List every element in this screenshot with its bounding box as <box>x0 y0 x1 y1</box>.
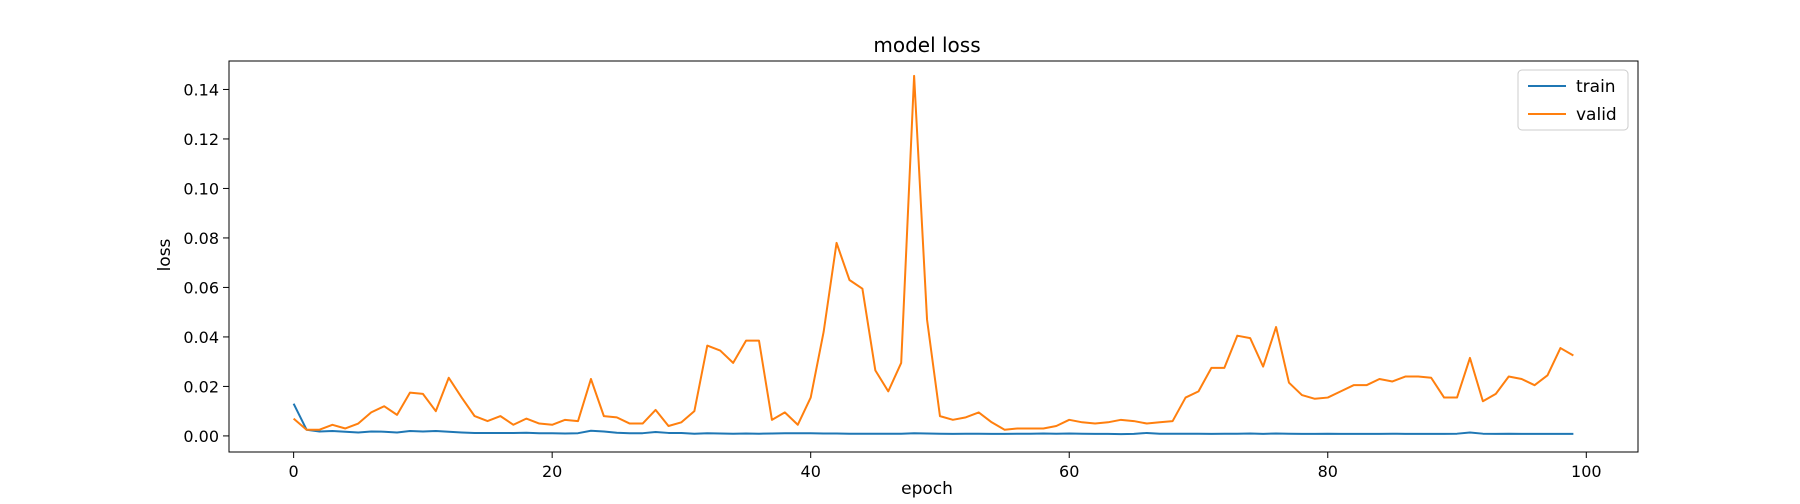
plot-area: 0 20 40 60 80 100 0.00 0.02 0.04 0.06 0.08 0.10 0.12… <box>183 60 1639 481</box>
x-tick-label: 40 <box>801 462 821 481</box>
y-tick-label: 0.10 <box>183 179 219 198</box>
legend-label-train: train <box>1576 77 1616 97</box>
y-tick-label: 0.00 <box>183 427 219 446</box>
chart-title: model loss <box>873 33 980 57</box>
y-tick-label: 0.02 <box>183 377 219 396</box>
series-line-valid <box>292 74 1574 431</box>
y-tick-label: 0.08 <box>183 229 219 248</box>
x-tick-label: 0 <box>289 462 299 481</box>
y-tick-label: 0.04 <box>183 328 219 347</box>
x-tick-label: 60 <box>1059 462 1079 481</box>
y-tick-label: 0.06 <box>183 278 219 297</box>
x-axis-label: epoch <box>901 479 953 499</box>
y-axis-label: loss <box>155 238 175 271</box>
legend-label-valid: valid <box>1576 105 1617 125</box>
plot-frame <box>228 60 1639 453</box>
y-tick-label: 0.12 <box>183 130 219 149</box>
x-tick-label: 100 <box>1571 462 1602 481</box>
y-tick-label: 0.14 <box>183 80 219 99</box>
x-tick-label: 80 <box>1318 462 1338 481</box>
x-tick-label: 20 <box>542 462 562 481</box>
series-line-train <box>292 403 1574 436</box>
